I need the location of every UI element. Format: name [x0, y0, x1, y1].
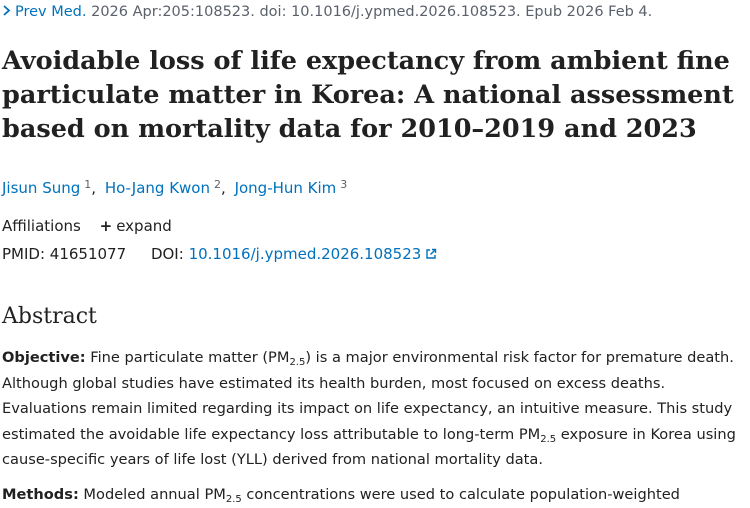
abstract-heading: Abstract: [2, 304, 97, 329]
author-affiliation-ref[interactable]: 2: [214, 178, 221, 191]
pmid-value: 41651077: [49, 245, 127, 263]
journal-link[interactable]: Prev Med.: [15, 4, 87, 20]
doi-link[interactable]: 10.1016/j.ypmed.2026.108523: [189, 245, 438, 263]
citation-details: 2026 Apr:205:108523. doi: 10.1016/j.ypme…: [91, 4, 653, 20]
author-affiliation-ref[interactable]: 1: [84, 178, 92, 191]
author-list: Jisun Sung 1, Ho-Jang Kwon 2, Jong-Hun Kim…: [2, 178, 348, 197]
pmid-label: PMID:: [2, 245, 46, 263]
identifiers-row: PMID: 41651077 DOI: 10.1016/j.ypmed.2026…: [2, 245, 437, 263]
abstract-objective: Objective: Fine particulate matter (PM2.…: [2, 349, 736, 468]
affiliations-label: Affiliations: [2, 217, 81, 235]
doi-label: DOI:: [150, 245, 184, 263]
objective-label: Objective:: [2, 349, 86, 366]
author-link[interactable]: Jisun Sung: [2, 179, 81, 197]
author-affiliation-ref[interactable]: 3: [340, 178, 348, 191]
external-link-icon: [426, 248, 437, 259]
methods-label: Methods:: [2, 486, 79, 503]
expand-label: expand: [116, 217, 172, 235]
author-link[interactable]: Jong-Hun Kim: [234, 179, 337, 197]
plus-icon: +: [99, 217, 113, 235]
affiliations-row: Affiliations + expand: [2, 217, 172, 235]
abstract-methods: Methods: Modeled annual PM2.5 concentrat…: [2, 486, 680, 505]
author-link[interactable]: Ho-Jang Kwon: [104, 179, 210, 197]
expand-affiliations-button[interactable]: + expand: [86, 217, 172, 235]
citation-line: Prev Med. 2026 Apr:205:108523. doi: 10.1…: [2, 4, 652, 20]
chevron-right-icon[interactable]: [2, 4, 11, 20]
article-title: Avoidable loss of life expectancy from a…: [2, 46, 734, 144]
